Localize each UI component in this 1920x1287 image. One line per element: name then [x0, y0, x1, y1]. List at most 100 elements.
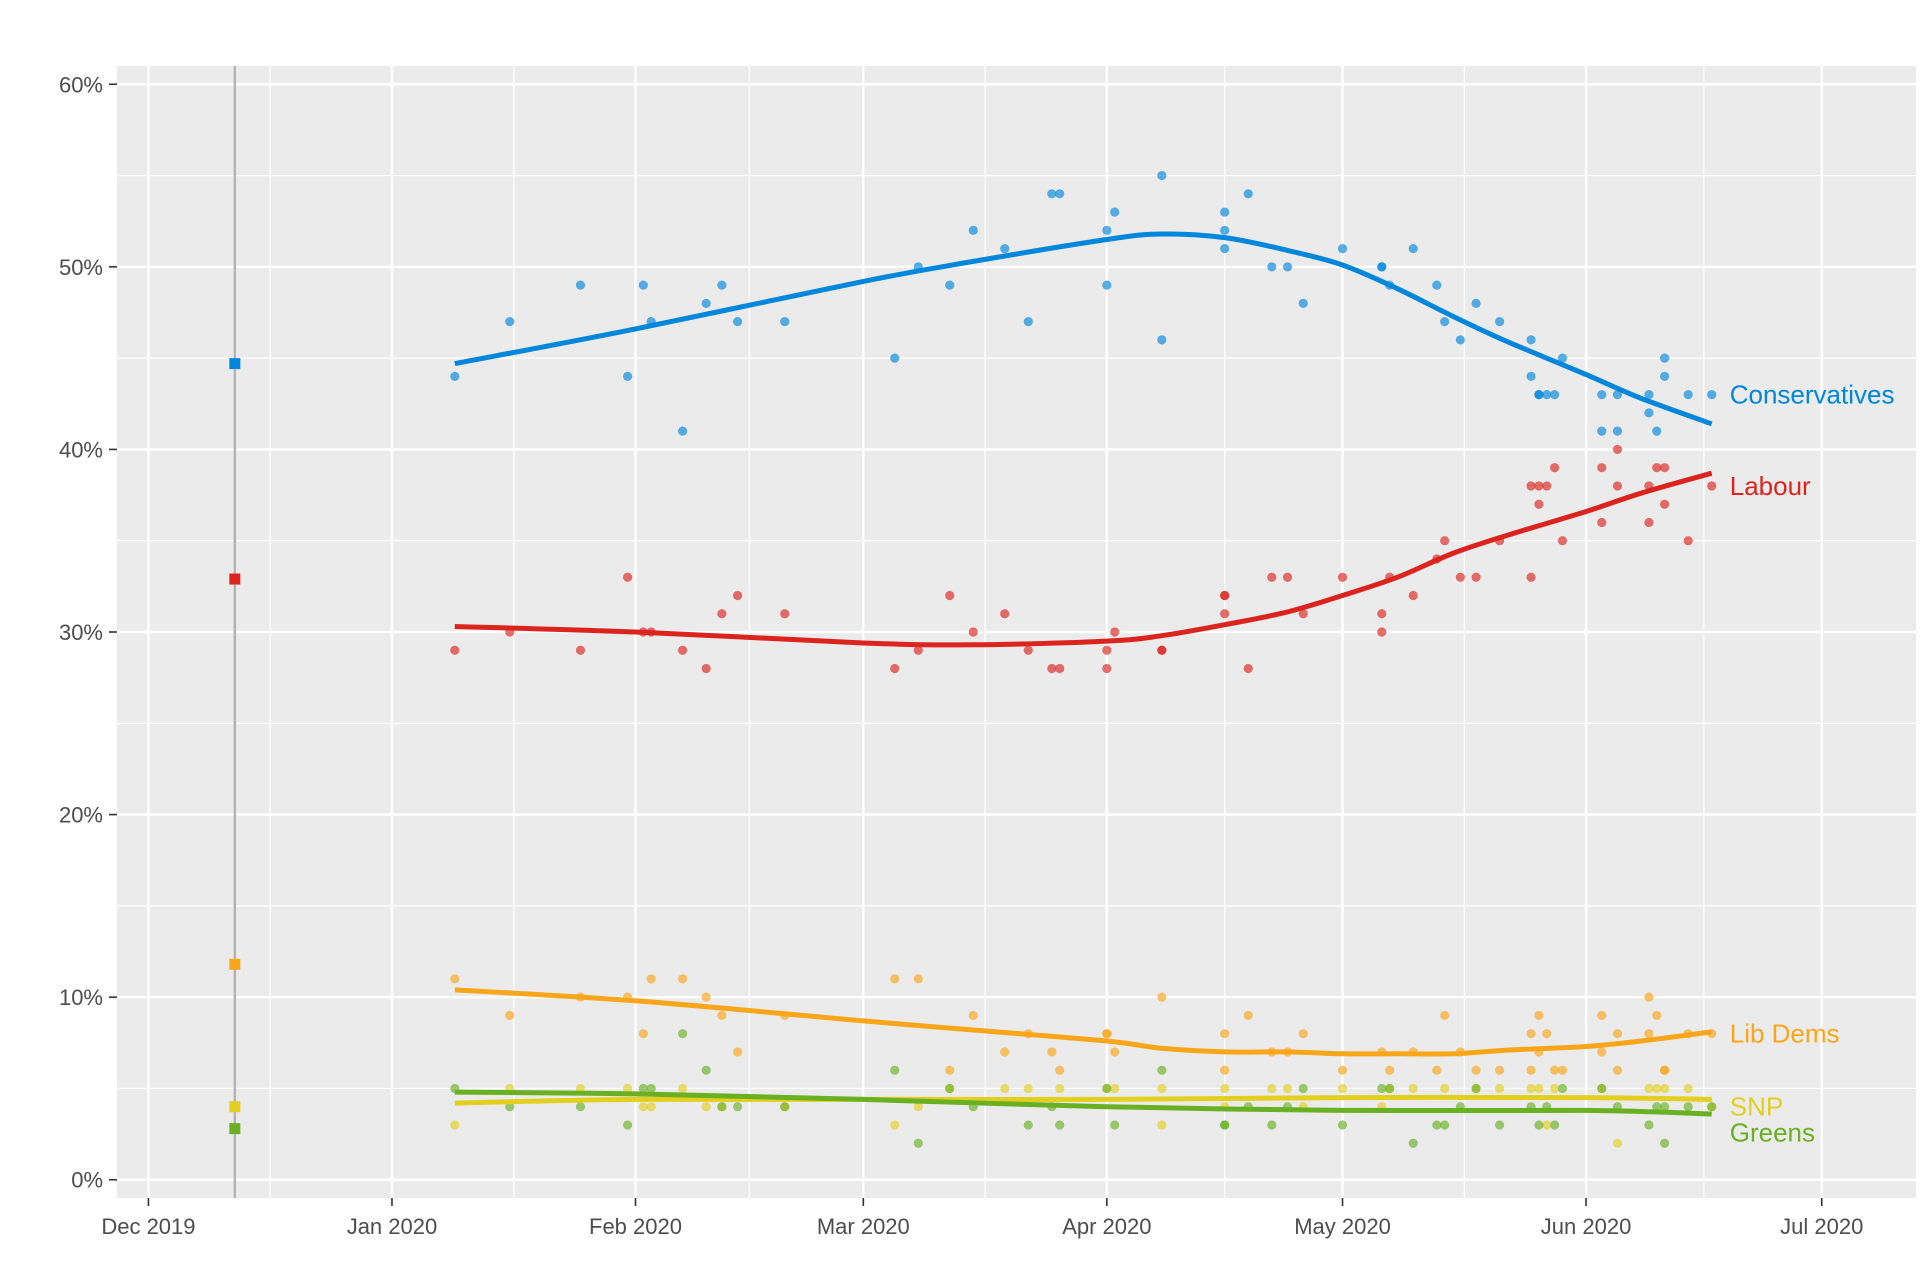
lib-dems-trend-line [454, 987, 1713, 1057]
labour-poll-point [1102, 645, 1112, 655]
labour-poll-point [1220, 590, 1230, 601]
labour-poll-point [1660, 463, 1670, 473]
conservatives-poll-point [1660, 353, 1670, 363]
greens-poll-point [1267, 1120, 1277, 1130]
labour-poll-point [1408, 590, 1418, 601]
conservatives-poll-point [945, 280, 955, 290]
greens-poll-point [1471, 1083, 1481, 1094]
y-tick-label: 10% [59, 985, 103, 1010]
greens-poll-point [1534, 1120, 1544, 1130]
greens-poll-point [1408, 1138, 1418, 1148]
greens-poll-point [638, 1083, 648, 1094]
conservatives-poll-point [1440, 317, 1450, 327]
labour-poll-point [717, 609, 727, 619]
labour-poll-point [1612, 444, 1623, 455]
greens-poll-point [1220, 1120, 1230, 1130]
conservatives-poll-point [780, 317, 790, 327]
snp-poll-point [1110, 1083, 1120, 1094]
greens-poll-point [1495, 1120, 1505, 1130]
conservatives-poll-point [1432, 280, 1442, 290]
conservatives-poll-point [717, 280, 727, 290]
lib-dems-poll-point [1652, 1010, 1662, 1021]
labour-poll-point [450, 645, 460, 655]
snp-poll-point [1550, 1083, 1560, 1094]
x-tick-label: Jul 2020 [1780, 1214, 1863, 1239]
lib-dems-poll-point [701, 992, 711, 1002]
conservatives-poll-point [450, 371, 460, 381]
greens-poll-point [1385, 1083, 1395, 1094]
conservatives-poll-point [1557, 353, 1568, 363]
snp-poll-point [1495, 1083, 1505, 1094]
conservatives-label: Conservatives [1730, 380, 1895, 410]
labour-poll-point [1557, 536, 1568, 546]
lib-dems-label: Lib Dems [1730, 1019, 1840, 1049]
conservatives-poll-point [1597, 426, 1607, 436]
snp-poll-point [646, 1102, 656, 1112]
snp-poll-point [678, 1083, 688, 1094]
labour-poll-point [1597, 517, 1607, 528]
lib-dems-poll-point [890, 974, 900, 984]
snp-poll-point [913, 1102, 923, 1112]
labour-poll-point [1550, 463, 1560, 473]
lib-dems-poll-point [1495, 1065, 1505, 1075]
lib-dems-poll-point [1220, 1029, 1230, 1039]
lib-dems-poll-point [450, 974, 460, 984]
lib-dems-poll-point [1055, 1065, 1065, 1075]
labour-poll-point [1597, 463, 1607, 473]
snp-poll-point [1023, 1083, 1033, 1094]
snp-poll-point [1220, 1083, 1230, 1094]
labour-poll-point [1455, 572, 1465, 582]
election-result-marker [229, 573, 241, 585]
lib-dems-poll-point [1597, 1010, 1607, 1021]
snp-poll-point [1337, 1083, 1348, 1094]
conservatives-poll-point [1612, 426, 1623, 436]
conservatives-poll-point [678, 426, 688, 436]
greens-poll-point [1337, 1120, 1348, 1130]
lib-dems-poll-point [1157, 992, 1167, 1002]
conservatives-poll-point [1110, 207, 1120, 217]
lib-dems-poll-point [1612, 1065, 1623, 1075]
greens-poll-point [701, 1065, 711, 1075]
greens-poll-point [1298, 1083, 1308, 1094]
poll-points [450, 170, 1717, 1148]
snp-poll-point [1644, 1083, 1654, 1094]
lib-dems-poll-point [1526, 1065, 1536, 1075]
conservatives-poll-point [1542, 390, 1552, 400]
labour-poll-point [1526, 481, 1536, 491]
labour-poll-point [733, 590, 743, 601]
snp-label: SNP [1730, 1092, 1783, 1122]
lib-dems-poll-point [1597, 1047, 1607, 1057]
conservatives-poll-point [1023, 317, 1033, 327]
lib-dems-poll-point [1471, 1065, 1481, 1075]
conservatives-poll-point [575, 280, 586, 290]
labour-poll-point [1298, 609, 1308, 619]
labour-poll-point [1542, 481, 1552, 491]
lib-dems-poll-point [678, 974, 688, 984]
conservatives-poll-point [1220, 207, 1230, 217]
snp-poll-point [1055, 1083, 1065, 1094]
x-tick-label: Jan 2020 [347, 1214, 438, 1239]
labour-poll-point [1267, 572, 1277, 582]
labour-poll-point [1652, 463, 1662, 473]
labour-label: Labour [1730, 471, 1811, 501]
x-tick-label: Apr 2020 [1062, 1214, 1151, 1239]
conservatives-poll-point [1377, 262, 1387, 272]
snp-poll-point [1282, 1083, 1293, 1094]
labour-poll-point [575, 645, 586, 655]
lib-dems-poll-point [1243, 1010, 1253, 1021]
lib-dems-poll-point [913, 974, 923, 984]
conservatives-poll-point [1243, 189, 1253, 199]
greens-poll-point [913, 1138, 923, 1148]
conservatives-poll-point [1644, 390, 1654, 400]
conservatives-poll-point [1055, 189, 1065, 199]
conservatives-poll-point [1550, 390, 1560, 400]
lib-dems-poll-point [646, 974, 656, 984]
x-tick-label: May 2020 [1294, 1214, 1391, 1239]
labour-poll-point [1471, 572, 1481, 582]
election-reference [229, 66, 241, 1198]
conservatives-poll-point [701, 298, 711, 308]
lib-dems-poll-point [968, 1010, 978, 1021]
conservatives-poll-point [1220, 243, 1230, 254]
labour-poll-point [1102, 663, 1112, 674]
